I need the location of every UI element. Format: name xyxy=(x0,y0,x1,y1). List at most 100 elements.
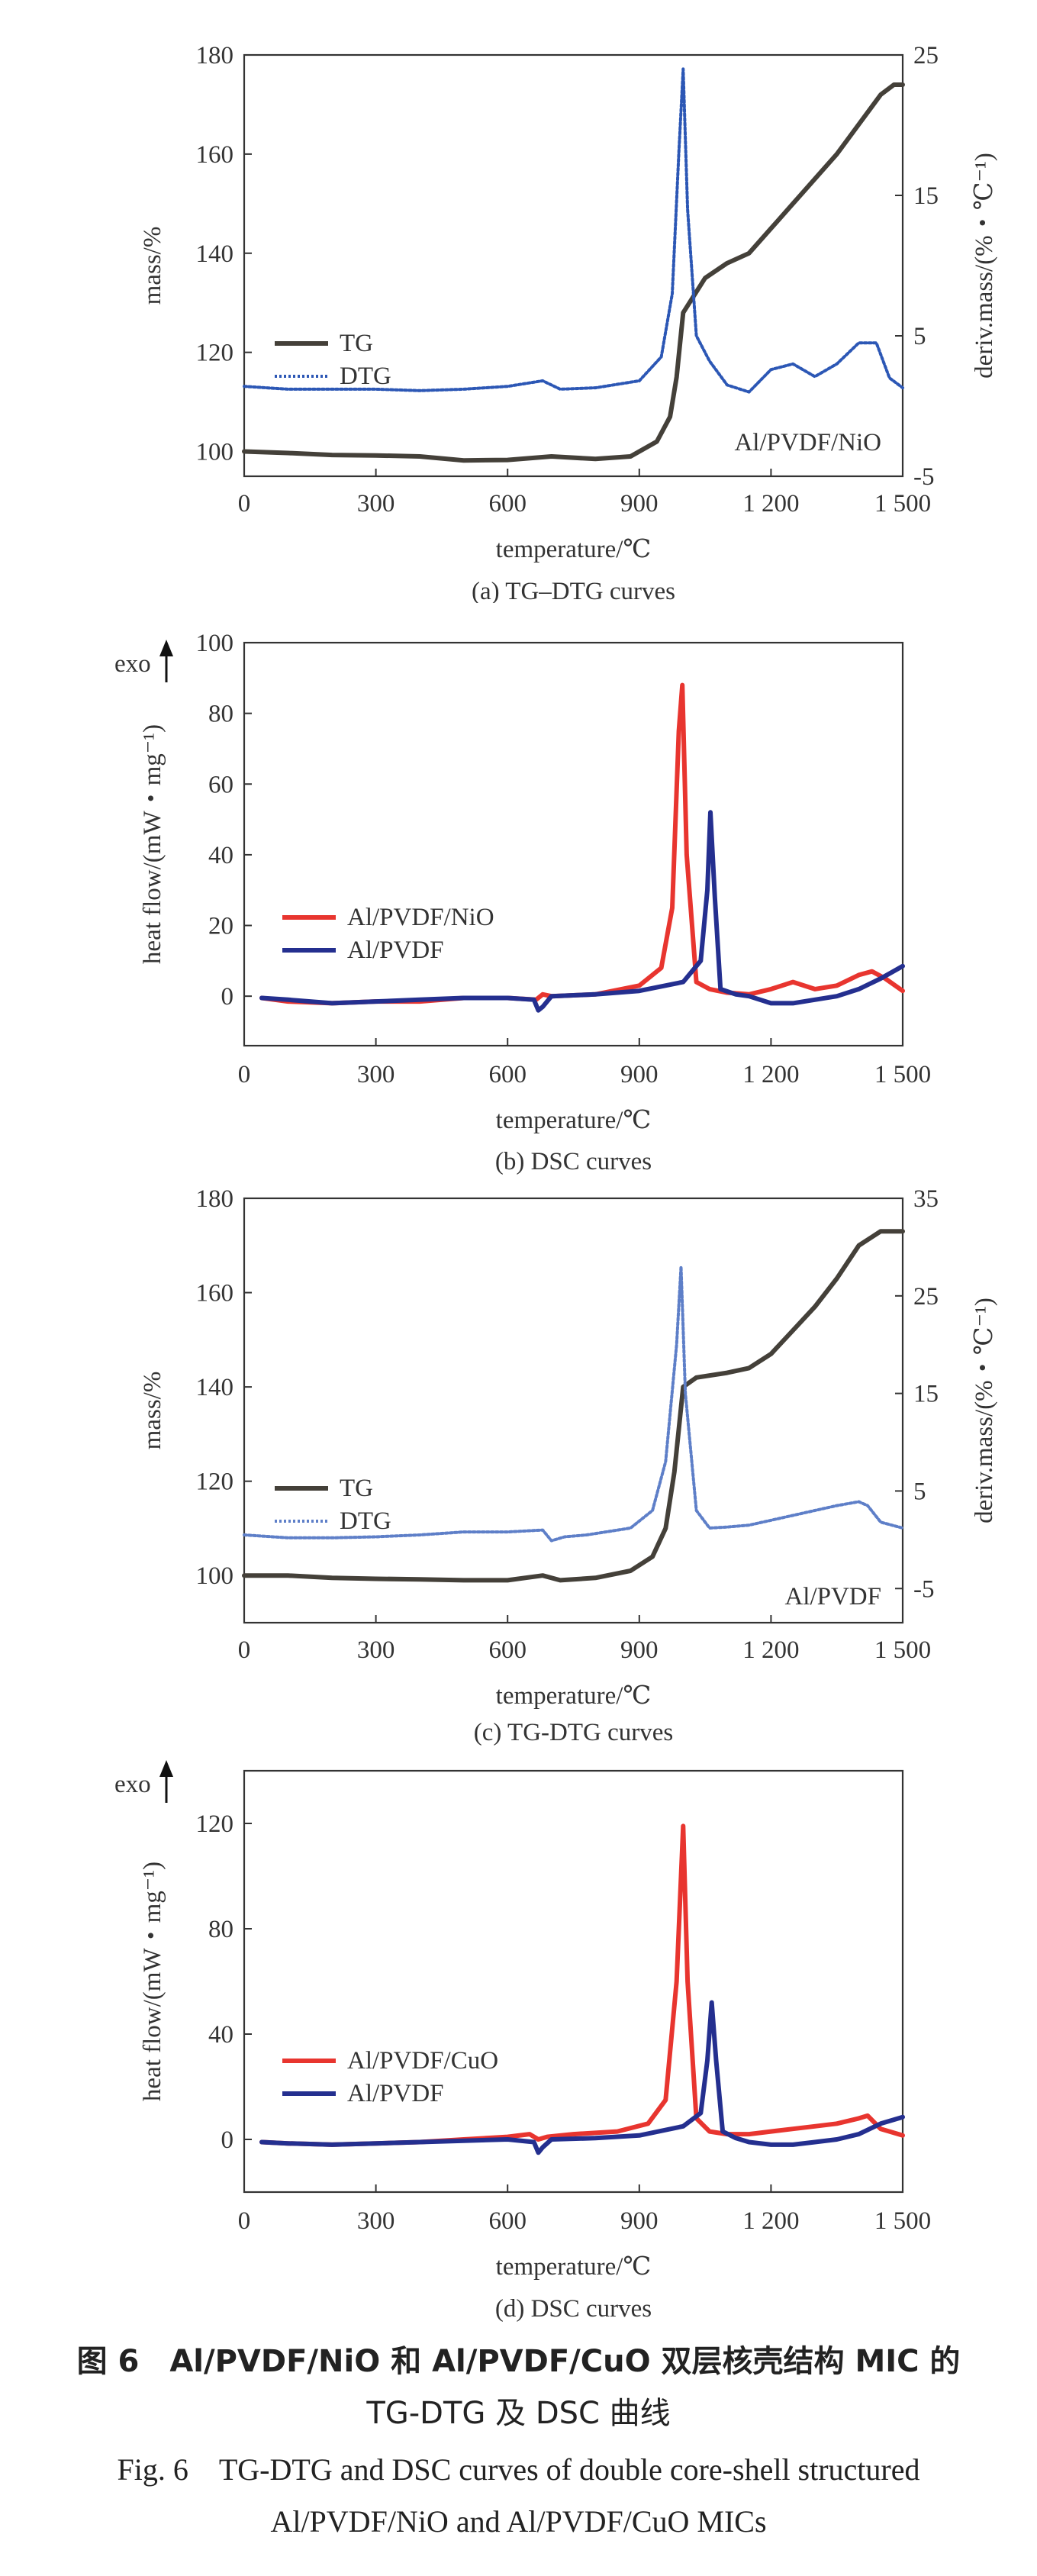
exo-arrow-head xyxy=(159,640,173,656)
series-line-dtg xyxy=(243,67,904,394)
x-tick-label: 1 500 xyxy=(874,490,931,517)
y-axis-label: mass/% xyxy=(139,1372,166,1450)
x-tick-label: 300 xyxy=(357,1061,395,1088)
x-tick-label: 0 xyxy=(238,1636,251,1664)
subcaption: (b) DSC curves xyxy=(495,1148,652,1175)
panel-d: 0 300 600 900 1 200 1 500 0 40 80 120 temperature/… xyxy=(0,1748,1037,2328)
x-tick-label: 0 xyxy=(238,1061,251,1088)
x-tick-label: 900 xyxy=(620,1636,659,1664)
y-tick-label: 120 xyxy=(196,1469,234,1496)
series-line-al-pvdf xyxy=(259,2000,905,2155)
x-tick-label: 1 200 xyxy=(742,490,799,517)
x-axis-label: temperature/℃ xyxy=(496,2253,652,2281)
exo-label: exo xyxy=(114,650,151,678)
x-tick-label: 900 xyxy=(620,1061,659,1088)
y2-tick-label: 5 xyxy=(913,323,926,350)
y-tick-label: 0 xyxy=(221,983,234,1011)
figure-caption: 图 6 Al/PVDF/NiO 和 Al/PVDF/CuO 双层核壳结构 MIC… xyxy=(0,2336,1037,2548)
x-tick-label: 1 500 xyxy=(874,1636,931,1664)
x-tick-label: 1 500 xyxy=(874,1061,931,1088)
x-axis-label: temperature/℃ xyxy=(496,536,652,563)
y2-tick-label: 35 xyxy=(913,1185,939,1213)
x-tick-label: 600 xyxy=(488,1061,527,1088)
legend-label: Al/PVDF xyxy=(347,937,444,964)
y-tick-label: 60 xyxy=(208,771,233,798)
y2-tick-label: 25 xyxy=(913,42,939,69)
legend-label: Al/PVDF xyxy=(347,2080,444,2107)
exo-label: exo xyxy=(114,1771,151,1798)
y2-tick-label: -5 xyxy=(913,1575,935,1603)
x-tick-label: 900 xyxy=(620,490,659,517)
legend-label: Al/PVDF/CuO xyxy=(347,2047,498,2075)
y-tick-label: 140 xyxy=(196,1374,234,1401)
panel-a: 0 300 600 900 1 200 1 500 100 120 140 160 180 -5 5 15… xyxy=(0,0,1037,603)
chart-a-svg: 0 300 600 900 1 200 1 500 100 120 140 160 180 -5 5 15… xyxy=(139,42,998,603)
subcaption: (c) TG-DTG curves xyxy=(474,1719,673,1746)
subcaption: (a) TG–DTG curves xyxy=(472,578,675,603)
panel-c: 0 300 600 900 1 200 1 500 100 120 140 160 180 -5 5 15… xyxy=(0,1175,1037,1748)
y-tick-label: 180 xyxy=(196,42,234,69)
y2-axis-label: deriv.mass/(%・℃⁻¹) xyxy=(971,1298,998,1523)
y-tick-label: 100 xyxy=(196,439,234,466)
legend-label: Al/PVDF/NiO xyxy=(347,904,494,931)
y-axis-label: heat flow/(mW・mg⁻¹) xyxy=(139,724,166,964)
y2-tick-label: 15 xyxy=(913,1381,939,1408)
chart-c-svg: 0 300 600 900 1 200 1 500 100 120 140 160 180 -5 5 15… xyxy=(139,1185,998,1746)
legend-label: DTG xyxy=(340,363,391,390)
y-tick-label: 40 xyxy=(208,842,233,869)
plot-frame xyxy=(243,641,904,1047)
y-tick-label: 120 xyxy=(196,1810,234,1838)
caption-zh-line1: 图 6 Al/PVDF/NiO 和 Al/PVDF/CuO 双层核壳结构 MIC… xyxy=(76,2344,961,2379)
sample-annotation: Al/PVDF/NiO xyxy=(734,429,881,456)
y-tick-label: 140 xyxy=(196,240,234,268)
x-tick-label: 300 xyxy=(357,490,395,517)
y-tick-label: 120 xyxy=(196,340,234,367)
exo-arrow-head xyxy=(159,1760,173,1777)
caption-en-line1: Fig. 6 TG-DTG and DSC curves of double c… xyxy=(117,2452,920,2487)
y-tick-label: 180 xyxy=(196,1185,234,1213)
y-tick-label: 80 xyxy=(208,701,233,728)
chart-b-svg: 0 300 600 900 1 200 1 500 0 20 40 60 80 100 temperat… xyxy=(114,630,931,1175)
x-tick-label: 600 xyxy=(488,2207,527,2235)
y2-tick-label: -5 xyxy=(913,463,935,491)
series-line-al-pvdf xyxy=(259,810,905,1013)
x-tick-label: 300 xyxy=(357,1636,395,1664)
y2-tick-label: 15 xyxy=(913,182,939,210)
x-tick-label: 1 500 xyxy=(874,2207,931,2235)
y-axis-label: heat flow/(mW・mg⁻¹) xyxy=(139,1862,166,2101)
caption-en-line2: Al/PVDF/NiO and Al/PVDF/CuO MICs xyxy=(270,2504,767,2539)
x-tick-label: 600 xyxy=(488,490,527,517)
legend-label: TG xyxy=(340,1475,373,1502)
x-tick-label: 1 200 xyxy=(742,1636,799,1664)
x-tick-label: 1 200 xyxy=(742,1061,799,1088)
x-axis-label: temperature/℃ xyxy=(496,1107,652,1134)
y-axis-label: mass/% xyxy=(139,227,166,305)
series-line-tg xyxy=(242,1229,905,1583)
y-tick-label: 20 xyxy=(208,913,233,940)
panel-b: 0 300 600 900 1 200 1 500 0 20 40 60 80 100 temperat… xyxy=(0,603,1037,1175)
y-tick-label: 160 xyxy=(196,141,234,169)
y-tick-label: 100 xyxy=(196,1562,234,1590)
series-line-dtg xyxy=(243,1265,904,1543)
x-tick-label: 1 200 xyxy=(742,2207,799,2235)
legend-label: DTG xyxy=(340,1507,391,1535)
plot-frame xyxy=(243,53,904,478)
y2-axis-label: deriv.mass/(%・℃⁻¹) xyxy=(971,153,998,379)
chart-d-svg: 0 300 600 900 1 200 1 500 0 40 80 120 temperature/… xyxy=(114,1760,931,2323)
y-tick-label: 160 xyxy=(196,1280,234,1307)
x-tick-label: 900 xyxy=(620,2207,659,2235)
x-tick-label: 600 xyxy=(488,1636,527,1664)
x-tick-label: 0 xyxy=(238,2207,251,2235)
legend-label: TG xyxy=(340,330,373,357)
y2-tick-label: 25 xyxy=(913,1283,939,1311)
series-line-tg xyxy=(242,82,905,463)
plot-frame xyxy=(243,1769,904,2194)
y-tick-label: 40 xyxy=(208,2021,233,2049)
sample-annotation: Al/PVDF xyxy=(784,1583,881,1610)
x-tick-label: 300 xyxy=(357,2207,395,2235)
x-tick-label: 0 xyxy=(238,490,251,517)
y-tick-label: 100 xyxy=(196,630,234,657)
y2-tick-label: 5 xyxy=(913,1478,926,1505)
y-tick-label: 80 xyxy=(208,1916,233,1943)
plot-frame xyxy=(243,1197,904,1624)
